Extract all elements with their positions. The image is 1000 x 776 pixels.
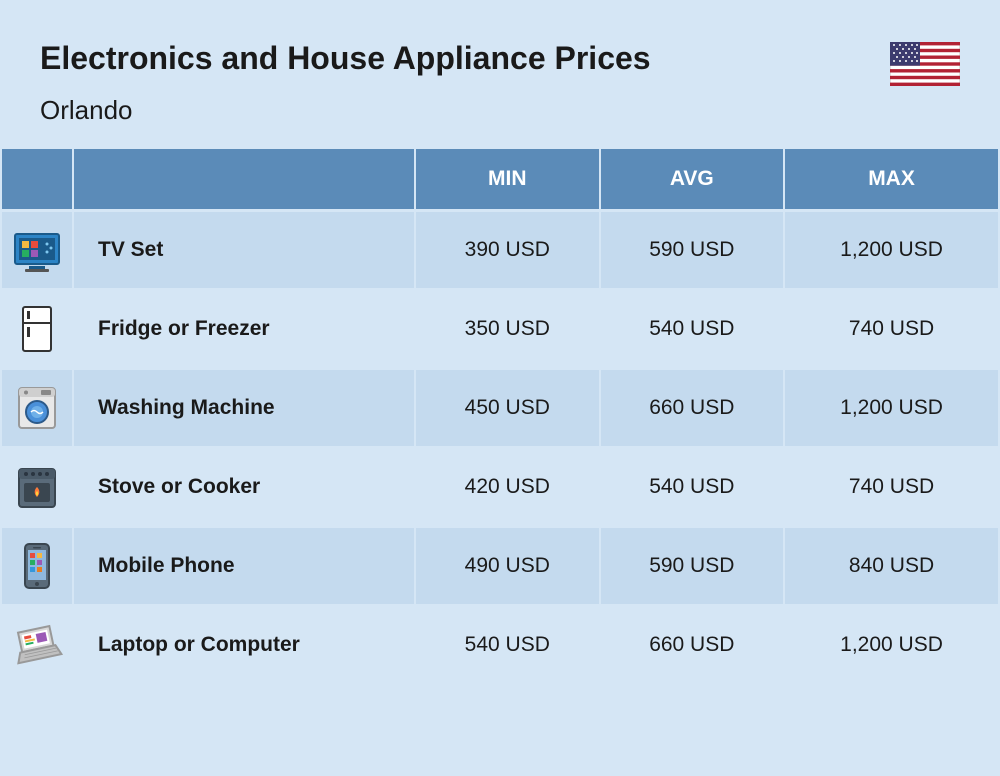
- item-name: Washing Machine: [74, 370, 414, 446]
- table-header-row: MIN AVG MAX: [2, 149, 998, 209]
- table-row: TV Set390 USD590 USD1,200 USD: [2, 212, 998, 288]
- item-name: Fridge or Freezer: [74, 291, 414, 367]
- phone-icon: [2, 528, 72, 604]
- col-header-min: MIN: [416, 149, 599, 209]
- price-max: 740 USD: [785, 449, 998, 525]
- col-header-name: [74, 149, 414, 209]
- col-header-icon: [2, 149, 72, 209]
- col-header-avg: AVG: [601, 149, 784, 209]
- table-row: Fridge or Freezer350 USD540 USD740 USD: [2, 291, 998, 367]
- price-max: 1,200 USD: [785, 370, 998, 446]
- price-min: 390 USD: [416, 212, 599, 288]
- price-min: 490 USD: [416, 528, 599, 604]
- table-row: Stove or Cooker420 USD540 USD740 USD: [2, 449, 998, 525]
- table-row: Mobile Phone490 USD590 USD840 USD: [2, 528, 998, 604]
- washer-icon: [2, 370, 72, 446]
- price-min: 540 USD: [416, 607, 599, 683]
- price-avg: 540 USD: [601, 449, 784, 525]
- item-name: Laptop or Computer: [74, 607, 414, 683]
- tv-icon: [2, 212, 72, 288]
- fridge-icon: [2, 291, 72, 367]
- laptop-icon: [2, 607, 72, 683]
- price-avg: 660 USD: [601, 607, 784, 683]
- price-max: 1,200 USD: [785, 607, 998, 683]
- prices-table: MIN AVG MAX TV Set390 USD590 USD1,200 US…: [0, 146, 1000, 686]
- price-max: 1,200 USD: [785, 212, 998, 288]
- usa-flag-icon: [890, 42, 960, 86]
- col-header-max: MAX: [785, 149, 998, 209]
- price-min: 350 USD: [416, 291, 599, 367]
- table-row: Washing Machine450 USD660 USD1,200 USD: [2, 370, 998, 446]
- price-min: 420 USD: [416, 449, 599, 525]
- table-row: Laptop or Computer540 USD660 USD1,200 US…: [2, 607, 998, 683]
- price-max: 840 USD: [785, 528, 998, 604]
- page-subtitle: Orlando: [40, 95, 960, 126]
- price-avg: 540 USD: [601, 291, 784, 367]
- price-min: 450 USD: [416, 370, 599, 446]
- price-avg: 660 USD: [601, 370, 784, 446]
- item-name: Mobile Phone: [74, 528, 414, 604]
- page-title: Electronics and House Appliance Prices: [40, 40, 960, 77]
- price-max: 740 USD: [785, 291, 998, 367]
- page-header: Electronics and House Appliance Prices O…: [0, 0, 1000, 146]
- stove-icon: [2, 449, 72, 525]
- item-name: Stove or Cooker: [74, 449, 414, 525]
- price-avg: 590 USD: [601, 212, 784, 288]
- item-name: TV Set: [74, 212, 414, 288]
- price-avg: 590 USD: [601, 528, 784, 604]
